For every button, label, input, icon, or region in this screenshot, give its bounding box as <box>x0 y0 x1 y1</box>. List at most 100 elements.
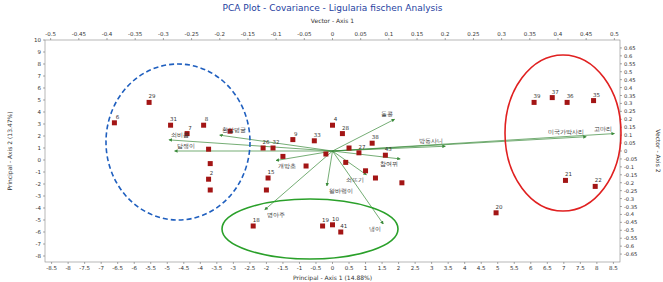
vector-label: 고마리 <box>594 125 612 132</box>
y-axis-label: Principal - Axis 2 (13.47%) <box>6 111 14 190</box>
y2-tick-label: -0.5 <box>624 227 634 233</box>
point <box>264 188 269 193</box>
point <box>168 123 173 128</box>
y2-tick-label: -0.35 <box>624 204 637 210</box>
loading-vector <box>276 151 332 161</box>
y2-tick-label: 0.6 <box>624 53 632 59</box>
y2-tick-label: 0.1 <box>624 132 632 138</box>
loading-vector <box>169 140 332 151</box>
x2-tick <box>586 38 587 40</box>
x-tick <box>84 262 85 264</box>
point-label: 21 <box>565 171 572 177</box>
x-tick <box>514 262 515 264</box>
x2-tick-label: -0.4 <box>102 31 113 37</box>
x-tick-label: -6.5 <box>112 265 123 271</box>
vector-label: 환삼덩굴 <box>222 126 246 133</box>
y-tick-label: -2 <box>36 181 41 187</box>
x2-tick-label: -0.5 <box>45 31 56 37</box>
y-tick-label: 4 <box>38 109 42 115</box>
y2-tick-label: -0.6 <box>624 243 634 249</box>
y2-tick <box>620 182 622 183</box>
loading-vector <box>333 134 615 151</box>
x-tick <box>216 262 217 264</box>
x2-tick-label: 0.25 <box>467 31 480 37</box>
x2-tick-label: 0.1 <box>384 31 393 37</box>
y-tick <box>43 232 45 233</box>
point-label: 7 <box>188 125 192 131</box>
point <box>347 146 352 151</box>
y2-tick-label: 0.3 <box>624 100 632 106</box>
x-tick-label: 5 <box>496 265 500 271</box>
point <box>330 123 335 128</box>
vector-label: 쇠비름 <box>171 131 189 138</box>
y2-tick-label: 0.55 <box>624 61 636 67</box>
y2-tick-label: 0.5 <box>624 69 632 75</box>
x-tick-label: -1.5 <box>278 265 289 271</box>
point <box>312 138 317 143</box>
point-label: 29 <box>149 93 156 99</box>
y-tick-label: 5 <box>38 97 42 103</box>
chart: PCA Plot - Covariance - Ligularia fische… <box>0 0 663 282</box>
point <box>206 177 211 182</box>
y2-tick-label: -0.55 <box>624 235 637 241</box>
y2-tick <box>620 238 622 239</box>
point <box>532 100 537 105</box>
x-tick <box>547 262 548 264</box>
x-axis-label: Principal - Axis 1 (14.88%) <box>293 274 372 282</box>
y2-tick-label: 0.2 <box>624 116 632 122</box>
point <box>338 230 343 235</box>
x-tick <box>183 262 184 264</box>
x-tick-label: 7 <box>562 265 566 271</box>
point-label: 20 <box>496 204 503 210</box>
x2-tick <box>445 38 446 40</box>
x-tick <box>596 262 597 264</box>
x-tick <box>150 262 151 264</box>
x-tick <box>299 262 300 264</box>
x2-tick-label: 0.45 <box>580 31 593 37</box>
x-tick-label: -0.5 <box>311 265 322 271</box>
x-tick <box>530 262 531 264</box>
x2-tick <box>191 38 192 40</box>
x-tick <box>315 262 316 264</box>
x-tick-label: 3 <box>430 265 434 271</box>
x2-tick-label: 0.3 <box>497 31 506 37</box>
y2-tick-label: 0.65 <box>624 45 636 51</box>
point <box>251 224 256 229</box>
y2-tick-label: 0.25 <box>624 108 636 114</box>
point <box>206 147 211 152</box>
x2-tick <box>135 38 136 40</box>
x-tick-label: 6 <box>529 265 533 271</box>
x-tick <box>101 262 102 264</box>
y-tick-label: -3 <box>36 193 42 199</box>
x2-tick-label: -0.25 <box>184 31 199 37</box>
x2-tick <box>78 38 79 40</box>
x-tick <box>117 262 118 264</box>
group-ellipse-blue <box>106 64 250 220</box>
x-tick-label: 7.5 <box>576 265 585 271</box>
x2-tick <box>501 38 502 40</box>
x2-tick <box>557 38 558 40</box>
point <box>112 120 117 125</box>
x2-tick-label: 0 <box>331 31 335 37</box>
y2-tick-label: -0.1 <box>624 164 634 170</box>
point-label: 9 <box>294 131 298 137</box>
x-tick-label: -7.5 <box>79 265 90 271</box>
x2-tick <box>529 38 530 40</box>
x-tick-label: -2 <box>264 265 269 271</box>
point-label: 4 <box>334 116 338 122</box>
y2-tick <box>620 190 622 191</box>
x2-tick <box>163 38 164 40</box>
y2-tick <box>620 71 622 72</box>
point-label: 35 <box>593 92 600 98</box>
x-tick-label: 4 <box>463 265 467 271</box>
x-tick <box>68 262 69 264</box>
title: PCA Plot - Covariance - Ligularia fische… <box>223 3 443 13</box>
vector-label: 돌콩 <box>381 110 393 117</box>
x-tick <box>398 262 399 264</box>
x2-tick-label: -0.45 <box>72 31 87 37</box>
group-ellipse-green <box>222 199 398 259</box>
point <box>494 210 499 215</box>
y2-tick <box>620 55 622 56</box>
x2-tick <box>388 38 389 40</box>
x2-tick <box>247 38 248 40</box>
